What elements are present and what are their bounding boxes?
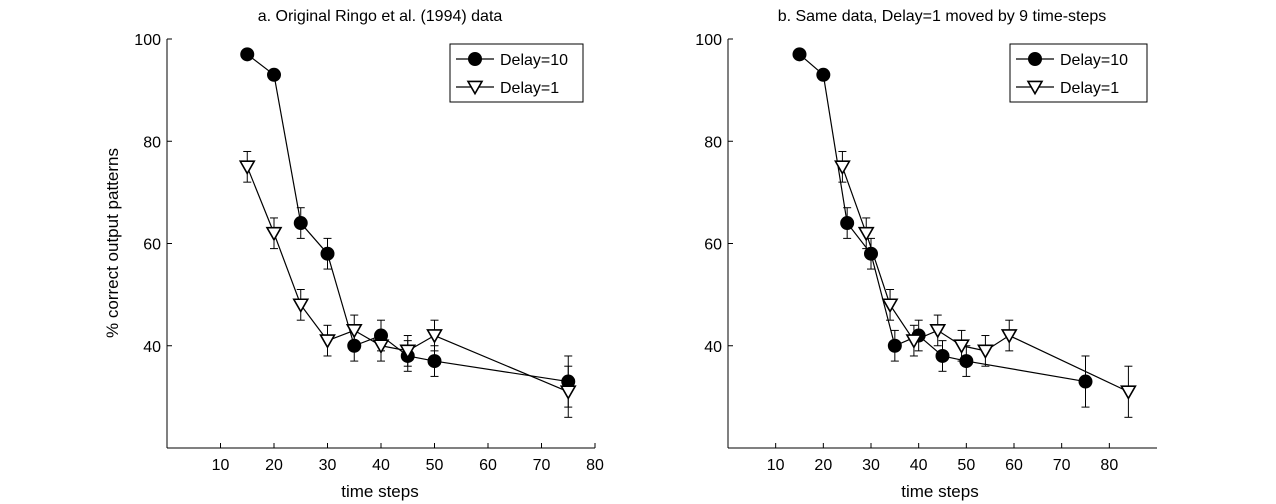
- data-point: [265, 226, 283, 242]
- data-point: [372, 339, 390, 355]
- panel-b: b. Same data, Delay=1 moved by 9 time-st…: [695, 8, 1157, 501]
- x-tick-label: 60: [479, 457, 497, 474]
- legend-marker: [468, 52, 482, 66]
- series-line: [246, 53, 569, 383]
- x-tick-label: 80: [1100, 457, 1118, 474]
- x-tick-label: 70: [533, 457, 551, 474]
- panel-a: a. Original Ringo et al. (1994) data tim…: [103, 8, 604, 501]
- x-tick-label: 30: [862, 457, 880, 474]
- data-point: [887, 338, 902, 353]
- x-tick-label: 40: [372, 457, 390, 474]
- data-point: [816, 67, 831, 82]
- legend-label: Delay=10: [500, 52, 568, 69]
- data-point: [840, 216, 855, 231]
- data-point: [1120, 385, 1137, 401]
- x-tick-label: 30: [319, 457, 337, 474]
- data-point: [953, 339, 970, 355]
- data-point: [834, 160, 851, 176]
- y-tick-label: 100: [695, 32, 722, 49]
- data-point: [293, 216, 308, 231]
- y-tick-label: 40: [143, 339, 161, 356]
- data-point: [238, 160, 256, 176]
- legend-label: Delay=1: [500, 80, 559, 97]
- y-tick-label: 60: [143, 237, 161, 254]
- data-point: [267, 67, 281, 82]
- data-point: [1078, 374, 1093, 389]
- data-point: [426, 329, 443, 344]
- x-tick-label: 50: [426, 457, 444, 474]
- x-tick-label: 20: [265, 457, 283, 474]
- legend-label: Delay=10: [1060, 52, 1128, 69]
- data-point: [881, 298, 899, 314]
- x-tick-label: 10: [212, 457, 230, 474]
- legend-label: Delay=1: [1060, 80, 1119, 97]
- legend-marker: [1026, 80, 1044, 96]
- x-tick-label: 50: [957, 457, 975, 474]
- legend-marker: [1028, 52, 1042, 66]
- y-tick-label: 100: [134, 32, 161, 49]
- legend-marker: [466, 80, 484, 96]
- x-tick-label: 70: [1053, 457, 1071, 474]
- data-point: [935, 348, 950, 363]
- panel-a-y-axis-label: % correct output patterns: [103, 148, 122, 338]
- series-delay-1: [238, 150, 577, 418]
- x-tick-label: 80: [586, 457, 604, 474]
- data-point: [929, 324, 947, 339]
- data-point: [905, 334, 923, 349]
- panel-b-title: b. Same data, Delay=1 moved by 9 time-st…: [778, 8, 1107, 25]
- panel-b-x-axis-label: time steps: [901, 482, 978, 501]
- data-point: [977, 344, 994, 360]
- data-point: [240, 47, 255, 62]
- data-point: [559, 385, 577, 401]
- y-tick-label: 80: [143, 134, 161, 151]
- y-tick-label: 80: [704, 134, 722, 151]
- data-point: [792, 47, 807, 62]
- x-tick-label: 10: [767, 457, 785, 474]
- y-tick-label: 60: [704, 237, 722, 254]
- series-delay-1: [834, 150, 1137, 418]
- data-point: [399, 344, 417, 360]
- series-delay-10: [792, 47, 1093, 408]
- x-tick-label: 20: [814, 457, 832, 474]
- data-point: [427, 354, 442, 369]
- x-tick-label: 40: [910, 457, 928, 474]
- legend: Delay=10 Delay=1: [1009, 43, 1148, 103]
- data-point: [857, 226, 875, 242]
- data-point: [345, 324, 363, 339]
- data-point: [1000, 329, 1018, 344]
- x-tick-label: 60: [1005, 457, 1023, 474]
- panel-a-x-axis-label: time steps: [341, 482, 418, 501]
- legend: Delay=10 Delay=1: [449, 43, 584, 103]
- panel-a-title: a. Original Ringo et al. (1994) data: [258, 8, 503, 25]
- data-point: [320, 246, 335, 261]
- data-point: [292, 298, 310, 314]
- data-point: [319, 334, 336, 349]
- y-tick-label: 40: [704, 339, 722, 356]
